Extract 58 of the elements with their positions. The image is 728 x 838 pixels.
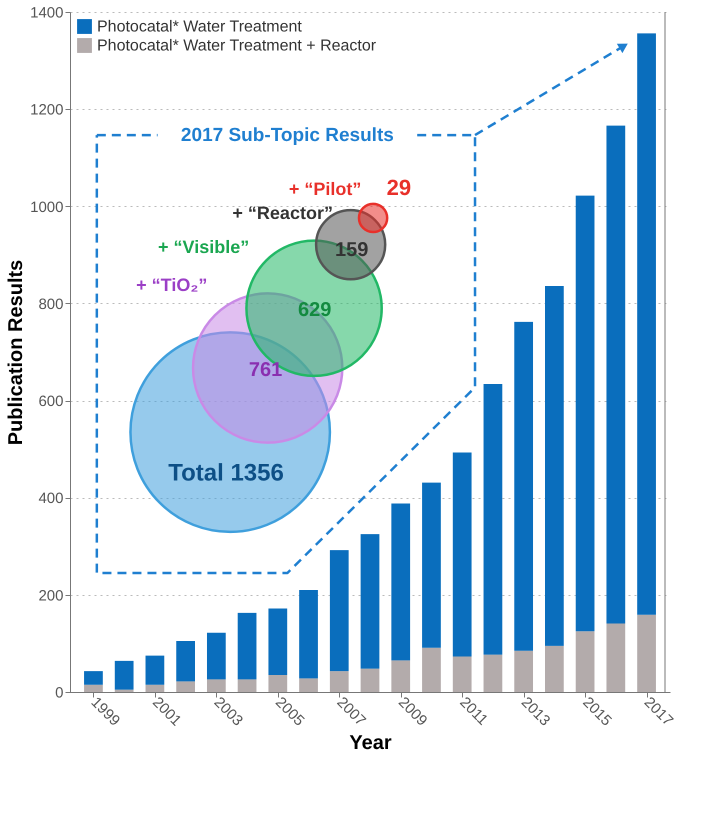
y-tick-label: 0 xyxy=(55,684,64,702)
annotation: Total 1356 xyxy=(168,460,284,487)
bar xyxy=(452,656,472,692)
bar xyxy=(514,650,534,692)
bar xyxy=(360,668,380,692)
bar xyxy=(114,660,134,690)
annotation: + “Visible” xyxy=(158,236,250,257)
y-tick-label: 800 xyxy=(38,296,64,313)
bar xyxy=(238,679,256,692)
bar xyxy=(360,534,380,669)
bar xyxy=(484,654,502,692)
bar xyxy=(422,482,441,648)
annotation: 29 xyxy=(386,175,412,200)
annotation: 761 xyxy=(248,358,282,381)
bar xyxy=(637,33,656,615)
bar xyxy=(84,684,103,692)
annotation: + “TiO₂” xyxy=(136,275,208,296)
y-tick-label: 600 xyxy=(38,393,64,410)
bar xyxy=(84,671,103,685)
bar xyxy=(330,671,349,692)
bar xyxy=(484,384,502,655)
bar xyxy=(299,678,318,692)
bar xyxy=(576,196,594,632)
annotation: + “Reactor” xyxy=(232,202,333,223)
bar xyxy=(238,612,256,680)
legend-label: Photocatal* Water Treatment + Reactor xyxy=(97,38,377,54)
bar xyxy=(637,614,656,692)
bar xyxy=(545,646,564,692)
bar xyxy=(146,656,164,685)
bar xyxy=(146,684,164,692)
bar xyxy=(606,624,626,692)
bar xyxy=(576,631,594,692)
y-tick-label: 1400 xyxy=(30,4,64,22)
bar xyxy=(268,675,288,692)
bar xyxy=(514,322,534,651)
bar xyxy=(176,681,195,692)
y-axis-title: Publication Results xyxy=(5,260,28,446)
x-axis-title: Year xyxy=(349,732,392,754)
bar xyxy=(391,504,410,660)
y-tick-label: 1000 xyxy=(30,198,64,216)
bar xyxy=(176,641,195,682)
bar xyxy=(545,286,564,646)
legend-label: Photocatal* Water Treatment xyxy=(97,18,302,36)
bar xyxy=(330,550,349,672)
bar xyxy=(422,648,441,692)
annotation: 2017 Sub-Topic Results xyxy=(180,125,394,146)
y-tick-label: 1200 xyxy=(30,102,64,119)
bar xyxy=(206,632,226,680)
annotation: 629 xyxy=(298,299,332,322)
y-tick-label: 200 xyxy=(38,587,64,604)
bar xyxy=(268,608,288,675)
bar xyxy=(299,590,318,678)
bar xyxy=(452,452,472,657)
bar xyxy=(391,660,410,692)
bar xyxy=(206,679,226,692)
annotation: + “Pilot” xyxy=(288,179,362,200)
bar xyxy=(606,126,626,624)
y-tick-label: 400 xyxy=(38,490,64,508)
